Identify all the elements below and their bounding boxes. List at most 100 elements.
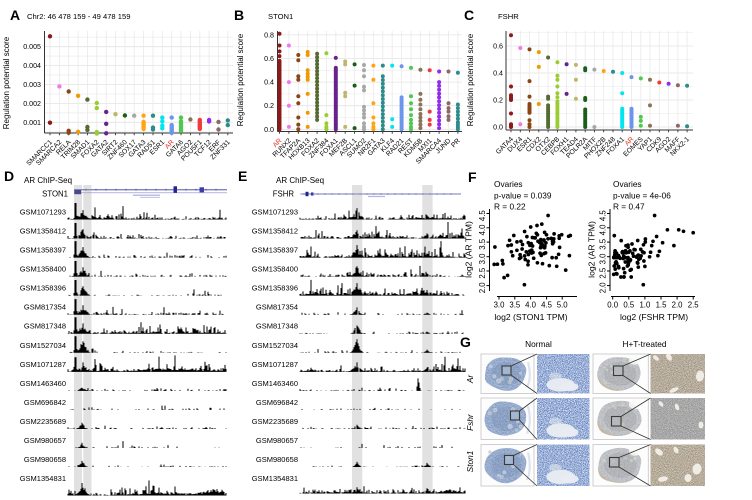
- svg-text:3.5: 3.5: [509, 301, 521, 310]
- svg-text:GSM1463460: GSM1463460: [252, 379, 298, 388]
- svg-text:p-value = 0.039: p-value = 0.039: [494, 190, 552, 200]
- svg-text:4.5: 4.5: [599, 210, 608, 222]
- svg-text:0.001: 0.001: [23, 119, 41, 127]
- svg-text:0.005: 0.005: [23, 43, 41, 51]
- svg-text:GSM1071293: GSM1071293: [252, 208, 298, 217]
- svg-text:GSM817348: GSM817348: [256, 322, 298, 331]
- svg-text:GSM1358412: GSM1358412: [20, 227, 66, 236]
- svg-text:GSM1527034: GSM1527034: [252, 341, 298, 350]
- svg-text:STON1: STON1: [42, 190, 68, 199]
- svg-text:GSM2235689: GSM2235689: [252, 417, 298, 426]
- svg-text:1.5: 1.5: [656, 301, 668, 310]
- svg-text:GSM1358396: GSM1358396: [20, 284, 66, 293]
- svg-text:Regulation potential score: Regulation potential score: [466, 33, 475, 126]
- svg-text:2.5: 2.5: [688, 301, 700, 310]
- svg-text:B: B: [234, 7, 244, 23]
- svg-text:GSM1358397: GSM1358397: [20, 246, 66, 255]
- svg-text:C: C: [464, 7, 474, 23]
- svg-text:FSHR: FSHR: [273, 190, 295, 199]
- svg-text:GSM696842: GSM696842: [24, 398, 66, 407]
- svg-text:0.4: 0.4: [493, 70, 503, 78]
- svg-text:GSM1071293: GSM1071293: [20, 208, 66, 217]
- svg-text:0.2: 0.2: [264, 102, 274, 110]
- svg-text:F: F: [468, 169, 477, 185]
- svg-text:log2 (AR TPM): log2 (AR TPM): [464, 221, 474, 278]
- svg-text:AR: AR: [272, 137, 284, 149]
- svg-text:3.5: 3.5: [599, 238, 608, 250]
- svg-text:GSM2235689: GSM2235689: [20, 417, 66, 426]
- svg-text:0.4: 0.4: [264, 79, 274, 87]
- svg-text:Ovaries: Ovaries: [613, 179, 642, 189]
- svg-text:0.6: 0.6: [264, 55, 274, 63]
- svg-text:STON1: STON1: [268, 12, 293, 21]
- svg-text:2.5: 2.5: [599, 267, 608, 279]
- svg-text:2.0: 2.0: [478, 282, 487, 294]
- svg-text:0.5: 0.5: [623, 301, 635, 310]
- svg-text:AR ChIP-Seq: AR ChIP-Seq: [276, 176, 324, 185]
- svg-text:FSHR: FSHR: [498, 12, 519, 21]
- svg-text:GSM1358400: GSM1358400: [252, 265, 298, 274]
- svg-text:log2 (AR TPM): log2 (AR TPM): [587, 221, 597, 278]
- svg-text:Regulation potential score: Regulation potential score: [2, 36, 11, 129]
- svg-text:4.5: 4.5: [541, 301, 553, 310]
- svg-text:0.2: 0.2: [493, 97, 503, 105]
- svg-text:4.0: 4.0: [599, 224, 608, 236]
- svg-text:GSM980657: GSM980657: [24, 436, 66, 445]
- svg-text:PR: PR: [450, 137, 462, 149]
- svg-text:GSM1354831: GSM1354831: [20, 474, 66, 483]
- svg-text:GSM1358412: GSM1358412: [252, 227, 298, 236]
- svg-text:2.5: 2.5: [478, 267, 487, 279]
- svg-text:GSM980658: GSM980658: [256, 455, 298, 464]
- svg-text:GSM817354: GSM817354: [24, 303, 66, 312]
- svg-text:0.8: 0.8: [264, 31, 274, 39]
- svg-text:GSM1527034: GSM1527034: [20, 341, 66, 350]
- svg-text:GSM1358396: GSM1358396: [252, 284, 298, 293]
- svg-text:GSM696842: GSM696842: [256, 398, 298, 407]
- svg-text:log2 (STON1 TPM): log2 (STON1 TPM): [494, 312, 567, 322]
- svg-text:Ston1: Ston1: [465, 451, 475, 473]
- svg-text:0.003: 0.003: [23, 81, 41, 89]
- svg-text:Fshr: Fshr: [465, 413, 475, 431]
- svg-text:GSM1071287: GSM1071287: [20, 360, 66, 369]
- svg-text:log2 (FSHR TPM): log2 (FSHR TPM): [620, 312, 688, 322]
- svg-text:D: D: [4, 168, 14, 184]
- svg-text:4.0: 4.0: [525, 301, 537, 310]
- svg-text:0.6: 0.6: [493, 43, 503, 51]
- svg-text:E: E: [238, 168, 247, 184]
- svg-text:0.0: 0.0: [264, 126, 274, 134]
- svg-text:0.004: 0.004: [23, 62, 41, 70]
- svg-text:H+T-treated: H+T-treated: [622, 339, 666, 349]
- svg-text:2.0: 2.0: [672, 301, 684, 310]
- svg-text:0.0: 0.0: [493, 124, 503, 132]
- svg-text:3.5: 3.5: [478, 238, 487, 250]
- svg-text:GSM980658: GSM980658: [24, 455, 66, 464]
- svg-text:3.0: 3.0: [599, 253, 608, 265]
- svg-text:GSM1354831: GSM1354831: [252, 474, 298, 483]
- svg-text:GSM1358400: GSM1358400: [20, 265, 66, 274]
- svg-text:GSM1071287: GSM1071287: [252, 360, 298, 369]
- svg-text:Chr2: 46 478 159 - 49 478 159: Chr2: 46 478 159 - 49 478 159: [27, 12, 130, 21]
- svg-text:4.0: 4.0: [478, 224, 487, 236]
- svg-text:4.5: 4.5: [478, 210, 487, 222]
- svg-text:3.0: 3.0: [478, 253, 487, 265]
- svg-text:Regulation potential score: Regulation potential score: [236, 33, 245, 126]
- svg-text:Normal: Normal: [525, 339, 552, 349]
- svg-text:AR: AR: [624, 136, 636, 148]
- svg-text:GSM980657: GSM980657: [256, 436, 298, 445]
- svg-text:0.002: 0.002: [23, 100, 41, 108]
- svg-text:A: A: [10, 7, 20, 23]
- svg-text:1.0: 1.0: [639, 301, 651, 310]
- svg-text:GSM817354: GSM817354: [256, 303, 298, 312]
- svg-text:GSM1463460: GSM1463460: [20, 379, 66, 388]
- svg-text:Ar: Ar: [465, 374, 475, 385]
- svg-text:AR ChIP-Seq: AR ChIP-Seq: [24, 176, 72, 185]
- svg-text:p-value = 4e-06: p-value = 4e-06: [613, 190, 671, 200]
- svg-text:R = 0.47: R = 0.47: [613, 201, 645, 211]
- svg-text:GSM817348: GSM817348: [24, 322, 66, 331]
- svg-text:G: G: [460, 334, 471, 350]
- svg-text:GSM1358397: GSM1358397: [252, 246, 298, 255]
- svg-text:0.0: 0.0: [607, 301, 619, 310]
- svg-text:5.0: 5.0: [557, 301, 569, 310]
- svg-text:2.0: 2.0: [599, 282, 608, 294]
- svg-text:AR: AR: [164, 139, 176, 151]
